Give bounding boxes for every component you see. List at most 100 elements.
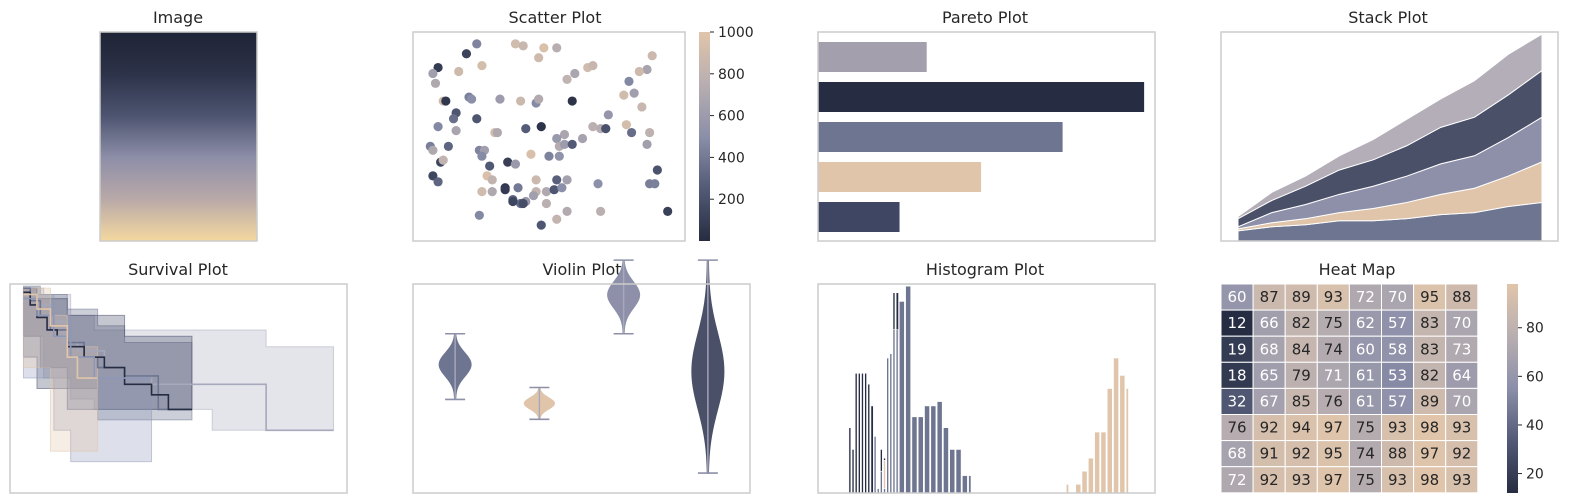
scatter-point (521, 124, 531, 134)
heatmap-cell (1284, 414, 1318, 442)
scatter-point (634, 66, 644, 77)
histogram-bar (864, 372, 867, 494)
histogram-bar (936, 401, 943, 494)
heatmap-cell-label: 70 (1388, 288, 1407, 306)
scatter-point (500, 185, 510, 195)
heatmap-cell-label: 73 (1452, 340, 1471, 358)
scatter-point (549, 185, 559, 195)
survival-curve (23, 293, 98, 379)
heatmap-cell (1220, 361, 1254, 389)
heatmap-cell-label: 83 (1420, 314, 1439, 332)
scatter-point (433, 62, 443, 73)
stack-panel: Stack Plot (1220, 8, 1559, 242)
scatter-point (428, 145, 438, 155)
image-panel: Image (99, 8, 258, 242)
scatter-point (513, 183, 523, 193)
heatmap-cell-label: 75 (1356, 471, 1375, 489)
pareto-panel: Pareto Plot (817, 8, 1156, 242)
heatmap-cell (1445, 335, 1479, 363)
heatmap-cell-label: 93 (1388, 471, 1407, 489)
histogram-bar (955, 449, 962, 494)
heatmap-cell (1348, 283, 1383, 311)
pareto-title: Pareto Plot (942, 8, 1028, 27)
heatmap-cell-label: 84 (1292, 340, 1311, 358)
heatmap-cell-label: 87 (1260, 288, 1279, 306)
heatmap-cell (1252, 335, 1286, 363)
heatmap-cell-label: 89 (1420, 392, 1439, 410)
histogram-bar (917, 416, 924, 494)
heatmap-cell-label: 98 (1420, 419, 1439, 437)
scatter-point (588, 122, 598, 132)
heatmap-cell-label: 91 (1260, 445, 1279, 463)
colorbar-tick-label: 800 (718, 67, 745, 83)
heatmap-cell-label: 19 (1228, 340, 1247, 358)
scatter-point (570, 68, 580, 79)
histogram-bar (886, 357, 889, 494)
scatter-point (534, 94, 544, 104)
pareto-bars (818, 42, 1145, 232)
heatmap-cell-label: 70 (1452, 314, 1471, 332)
scatter-point (477, 151, 487, 161)
heatmap-cell (1284, 440, 1318, 468)
histogram-bar (883, 460, 886, 494)
heatmap-colorbar-ticks: 20 40 60 80 (1518, 321, 1544, 483)
histogram-bar (895, 329, 899, 494)
colorbar-tick-label: 60 (1526, 369, 1544, 385)
gradient-image (100, 32, 257, 241)
violin-panel: Violin Plot (412, 259, 751, 494)
violin-title: Violin Plot (542, 260, 621, 279)
heatmap-cell-label: 72 (1356, 288, 1375, 306)
heatmap-cell-label: 93 (1292, 471, 1311, 489)
scatter-point (562, 74, 572, 84)
scatter-point (518, 198, 528, 209)
scatter-point (559, 129, 570, 140)
scatter-point (596, 206, 606, 216)
histogram-bar (968, 475, 972, 494)
colorbar-tick-label: 40 (1526, 418, 1544, 434)
heatmap-cell-label: 97 (1324, 419, 1343, 437)
histogram-bar (1088, 457, 1094, 494)
scatter-point (510, 39, 521, 49)
histogram-bars (848, 285, 1129, 494)
heatmap-cell-label: 12 (1228, 314, 1247, 332)
scatter-point (650, 179, 660, 189)
scatter-point (433, 122, 443, 132)
scatter-point (652, 165, 662, 175)
histogram-bar (867, 383, 871, 494)
heatmap-cell (1348, 361, 1383, 389)
heatmap-cell-label: 58 (1388, 340, 1407, 358)
scatter-point (624, 76, 634, 86)
heatmap-cell-label: 64 (1452, 366, 1471, 384)
heatmap-cell-label: 89 (1292, 288, 1311, 306)
heatmap-cell-label: 74 (1356, 445, 1375, 463)
heatmap-cell (1413, 309, 1447, 337)
heatmap-cell-label: 95 (1324, 445, 1343, 463)
histogram-bar (880, 470, 883, 494)
heatmap-cell (1381, 283, 1415, 311)
heatmap-cell-label: 53 (1388, 366, 1407, 384)
stack-areas (1237, 33, 1543, 242)
heatmap-cell (1445, 283, 1479, 311)
histogram-bar (854, 372, 858, 494)
heatmap-cell-label: 61 (1356, 366, 1375, 384)
pareto-bar (818, 42, 927, 72)
scatter-point (536, 122, 546, 132)
heatmap-cell (1316, 361, 1350, 389)
heatmap-cell-label: 95 (1420, 288, 1439, 306)
heatmap-cell-label: 98 (1420, 471, 1439, 489)
heatmap-cell (1220, 414, 1254, 442)
scatter-point (503, 157, 513, 167)
scatter-point (430, 78, 441, 88)
scatter-point (428, 171, 438, 181)
histogram-bar (873, 436, 877, 494)
histogram-bar (1081, 470, 1088, 494)
histogram-bar (961, 475, 968, 494)
scatter-panel: Scatter Plot 200 400 600 800 1000 (412, 8, 754, 242)
heatmap-cell (1445, 440, 1479, 468)
image-frame (99, 31, 258, 242)
scatter-title: Scatter Plot (509, 8, 602, 27)
scatter-point (567, 139, 577, 149)
heatmap-cell-label: 93 (1324, 288, 1343, 306)
scatter-point (567, 96, 577, 106)
